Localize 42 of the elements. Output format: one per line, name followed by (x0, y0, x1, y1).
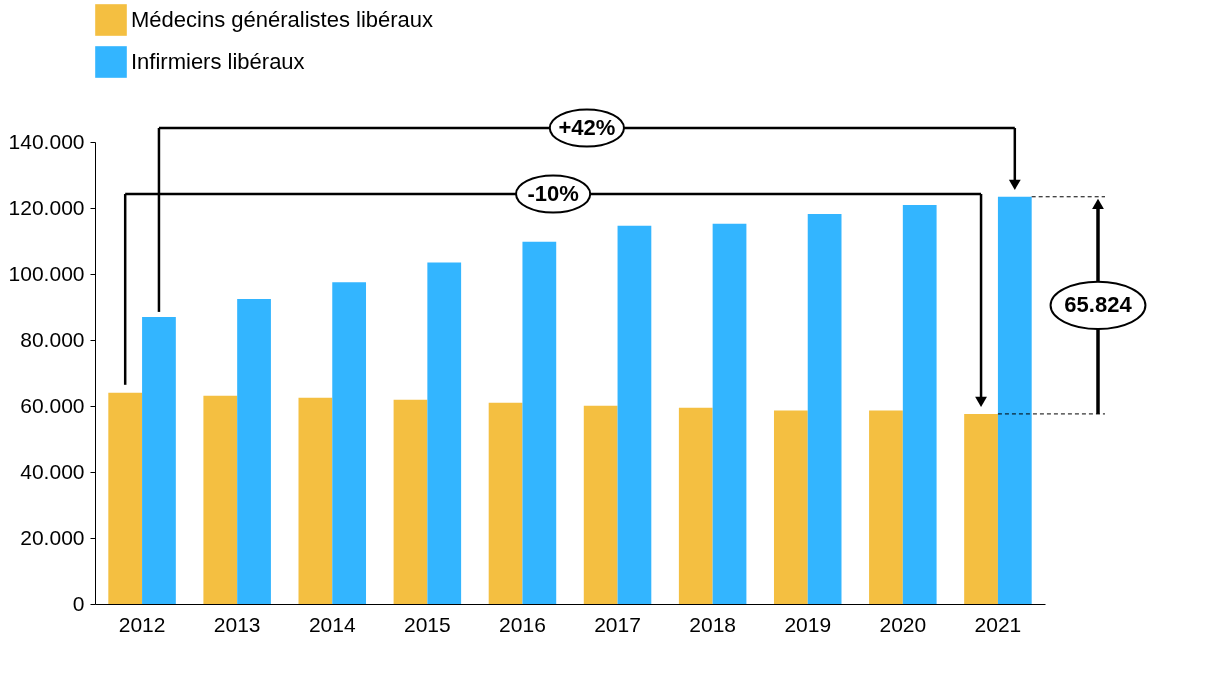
bar (142, 316, 176, 604)
x-tick-label: 2015 (404, 612, 451, 636)
bar (773, 410, 808, 604)
y-tick-label: 80.000 (20, 327, 85, 351)
bar (393, 399, 428, 604)
y-tick-label: 0 (72, 591, 85, 615)
bar (869, 410, 903, 604)
x-tick-label: 2014 (308, 612, 356, 636)
bar (678, 407, 713, 604)
x-tick-label: 2017 (594, 612, 641, 636)
y-tick-label: 140.000 (8, 129, 85, 153)
x-tick-label: 2020 (879, 612, 927, 636)
y-tick-label: 20.000 (20, 525, 85, 549)
bar (298, 397, 333, 604)
y-tick-label: 120.000 (8, 195, 85, 219)
bar (807, 213, 842, 604)
bar (997, 196, 1032, 604)
bar (427, 262, 462, 604)
annotation: -10% (527, 181, 579, 206)
bar (332, 282, 367, 604)
x-tick-label: 2016 (499, 612, 546, 636)
x-tick-label: 2012 (118, 612, 166, 636)
x-tick-label: 2018 (689, 612, 736, 636)
bar (108, 392, 143, 604)
x-tick-label: 2021 (974, 612, 1022, 636)
bar (488, 402, 523, 604)
bar (203, 395, 238, 604)
bar (522, 241, 557, 604)
x-tick-label: 2013 (213, 612, 261, 636)
bar (617, 225, 652, 604)
text: +42% (558, 115, 616, 140)
bar (237, 299, 271, 604)
y-tick-label: 60.000 (20, 393, 85, 417)
bar (712, 223, 747, 604)
y-tick-label: 100.000 (8, 261, 85, 285)
legend-label: Médecins généralistes libéraux (131, 7, 434, 32)
y-tick-label: 40.000 (20, 459, 85, 483)
legend-label: Infirmiers libéraux (131, 49, 305, 74)
bar (902, 205, 937, 604)
bar (583, 405, 618, 604)
x-tick-label: 2019 (784, 612, 832, 636)
bar (964, 413, 998, 604)
